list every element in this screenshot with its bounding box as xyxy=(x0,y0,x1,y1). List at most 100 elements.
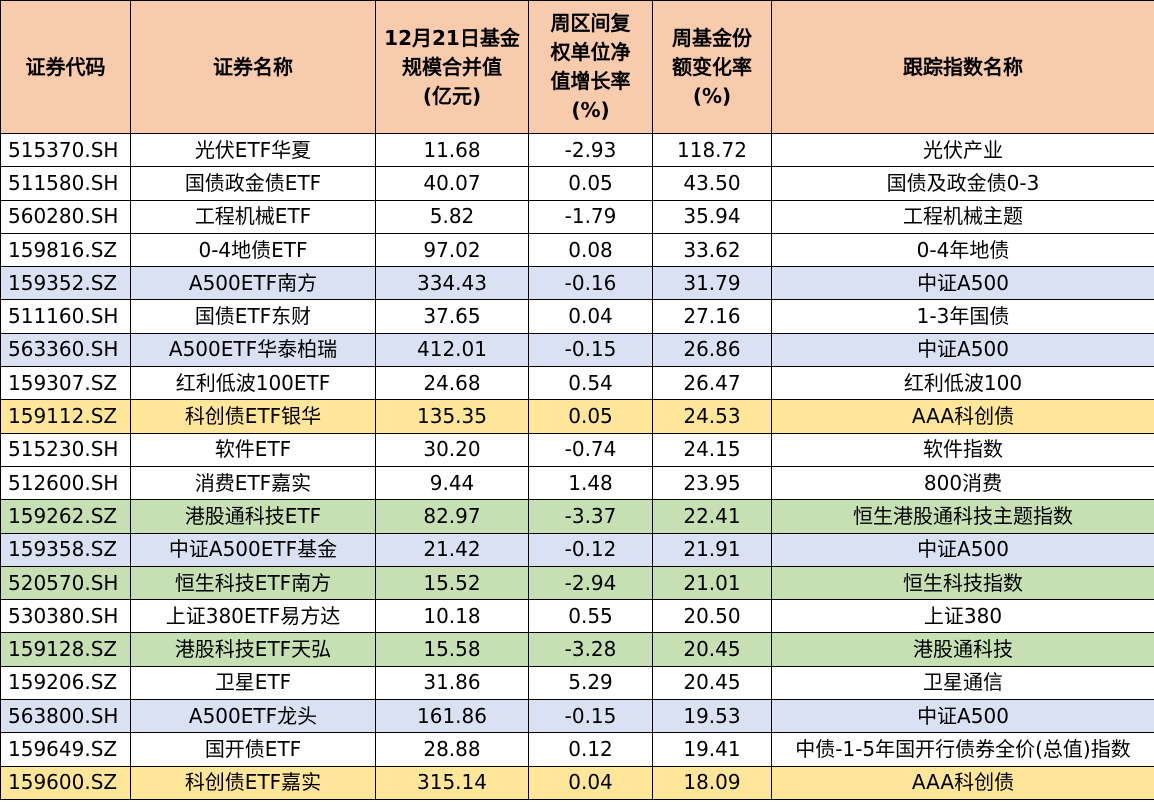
header-line: 额变化率 xyxy=(672,54,752,79)
cell-security-code: 563360.SH xyxy=(0,332,131,368)
cell-share-change: 19.53 xyxy=(652,699,772,734)
cell-share-change: 20.45 xyxy=(652,632,772,667)
cell-security-code: 159112.SZ xyxy=(0,399,131,434)
cell-nav-growth: -2.93 xyxy=(528,132,653,168)
table-row: 159128.SZ 港股科技ETF天弘 15.58 -3.28 20.45 港股通科技 xyxy=(0,632,1154,667)
cell-fund-scale: 21.42 xyxy=(375,532,529,567)
cell-fund-scale: 15.58 xyxy=(375,632,529,667)
cell-tracking-index: 软件指数 xyxy=(771,432,1154,467)
cell-tracking-index: 中证A500 xyxy=(771,699,1154,734)
cell-security-code: 560280.SH xyxy=(0,199,131,234)
cell-share-change: 22.41 xyxy=(652,499,772,534)
table-row: 159358.SZ 中证A500ETF基金 21.42 -0.12 21.91 中证A50… xyxy=(0,532,1154,567)
cell-tracking-index: 光伏产业 xyxy=(771,132,1154,168)
cell-share-change: 27.16 xyxy=(652,299,772,334)
table-row: 159262.SZ 港股通科技ETF 82.97 -3.37 22.41 恒生港股通科技主… xyxy=(0,499,1154,534)
cell-security-name: 港股科技ETF天弘 xyxy=(130,632,376,667)
cell-security-code: 159816.SZ xyxy=(0,232,131,268)
cell-security-name: 国债ETF东财 xyxy=(130,299,376,334)
header-nav-growth: 周区间复 权单位净 值增长率 (%) xyxy=(528,0,653,134)
cell-fund-scale: 5.82 xyxy=(375,199,529,234)
cell-tracking-index: 中证A500 xyxy=(771,332,1154,368)
table-row: 512600.SH 消费ETF嘉实 9.44 1.48 23.95 800消费 xyxy=(0,465,1154,501)
cell-fund-scale: 40.07 xyxy=(375,166,529,201)
cell-tracking-index: 800消费 xyxy=(771,465,1154,501)
cell-tracking-index: 1-3年国债 xyxy=(771,299,1154,334)
table-row: 515230.SH 软件ETF 30.20 -0.74 24.15 软件指数 xyxy=(0,432,1154,467)
table-row: 560280.SH 工程机械ETF 5.82 -1.79 35.94 工程机械主题 xyxy=(0,199,1154,234)
cell-security-code: 159352.SZ xyxy=(0,266,131,301)
cell-security-code: 512600.SH xyxy=(0,465,131,501)
cell-security-name: A500ETF南方 xyxy=(130,266,376,301)
cell-tracking-index: 工程机械主题 xyxy=(771,199,1154,234)
cell-fund-scale: 334.43 xyxy=(375,266,529,301)
cell-share-change: 24.53 xyxy=(652,399,772,434)
cell-fund-scale: 11.68 xyxy=(375,132,529,168)
cell-tracking-index: 恒生港股通科技主题指数 xyxy=(771,499,1154,534)
header-line: (亿元) xyxy=(422,83,482,108)
cell-nav-growth: -0.12 xyxy=(528,532,653,567)
cell-tracking-index: 红利低波100 xyxy=(771,366,1154,401)
cell-fund-scale: 9.44 xyxy=(375,465,529,501)
table-row: 520570.SH 恒生科技ETF南方 15.52 -2.94 21.01 恒生科技指数 xyxy=(0,565,1154,601)
table-row: 563360.SH A500ETF华泰柏瑞 412.01 -0.15 26.86 中证A5… xyxy=(0,332,1154,368)
cell-share-change: 31.79 xyxy=(652,266,772,301)
table-row: 159600.SZ 科创债ETF嘉实 315.14 0.04 18.09 AAA科创债 xyxy=(0,765,1154,800)
cell-nav-growth: 0.55 xyxy=(528,599,653,634)
table-row: 563800.SH A500ETF龙头 161.86 -0.15 19.53 中证A500 xyxy=(0,699,1154,734)
table-row: 159816.SZ 0-4地债ETF 97.02 0.08 33.62 0-4年地债 xyxy=(0,232,1154,268)
cell-tracking-index: 恒生科技指数 xyxy=(771,565,1154,601)
cell-security-name: 软件ETF xyxy=(130,432,376,467)
cell-security-name: 国开债ETF xyxy=(130,732,376,767)
cell-nav-growth: 0.04 xyxy=(528,299,653,334)
cell-fund-scale: 15.52 xyxy=(375,565,529,601)
table-row: 159206.SZ 卫星ETF 31.86 5.29 20.45 卫星通信 xyxy=(0,665,1154,701)
cell-security-code: 515370.SH xyxy=(0,132,131,168)
cell-share-change: 20.50 xyxy=(652,599,772,634)
cell-nav-growth: -3.28 xyxy=(528,632,653,667)
cell-share-change: 26.47 xyxy=(652,366,772,401)
cell-nav-growth: 1.48 xyxy=(528,465,653,501)
cell-fund-scale: 28.88 xyxy=(375,732,529,767)
cell-nav-growth: 0.05 xyxy=(528,166,653,201)
cell-share-change: 18.09 xyxy=(652,765,772,800)
cell-fund-scale: 82.97 xyxy=(375,499,529,534)
cell-security-code: 159600.SZ xyxy=(0,765,131,800)
cell-security-name: 0-4地债ETF xyxy=(130,232,376,268)
cell-tracking-index: 0-4年地债 xyxy=(771,232,1154,268)
cell-security-name: 红利低波100ETF xyxy=(130,366,376,401)
header-line: (%) xyxy=(571,98,610,122)
table-row: 515370.SH 光伏ETF华夏 11.68 -2.93 118.72 光伏产业 xyxy=(0,132,1154,168)
header-line: 权单位净 xyxy=(550,40,631,64)
table-row: 159649.SZ 国开债ETF 28.88 0.12 19.41 中债-1-5年国开行债… xyxy=(0,732,1154,767)
cell-security-code: 530380.SH xyxy=(0,599,131,634)
header-security-code: 证券代码 xyxy=(0,0,131,134)
cell-nav-growth: -0.16 xyxy=(528,266,653,301)
cell-security-code: 159307.SZ xyxy=(0,366,131,401)
cell-nav-growth: 0.08 xyxy=(528,232,653,268)
table-header-row: 证券代码 证券名称 12月21日基金 规模合并值 (亿元) 周区间复 权单位净 … xyxy=(0,0,1154,134)
cell-tracking-index: 港股通科技 xyxy=(771,632,1154,667)
cell-fund-scale: 37.65 xyxy=(375,299,529,334)
table-row: 511160.SH 国债ETF东财 37.65 0.04 27.16 1-3年国债 xyxy=(0,299,1154,334)
header-tracking-index: 跟踪指数名称 xyxy=(771,0,1154,134)
header-line: 规模合并值 xyxy=(402,54,502,79)
cell-tracking-index: 上证380 xyxy=(771,599,1154,634)
cell-security-name: 工程机械ETF xyxy=(130,199,376,234)
header-line: 周基金份 xyxy=(672,25,752,50)
cell-nav-growth: -0.15 xyxy=(528,699,653,734)
cell-security-code: 159358.SZ xyxy=(0,532,131,567)
cell-security-code: 563800.SH xyxy=(0,699,131,734)
cell-security-code: 159128.SZ xyxy=(0,632,131,667)
cell-nav-growth: 5.29 xyxy=(528,665,653,701)
cell-share-change: 21.01 xyxy=(652,565,772,601)
cell-security-code: 520570.SH xyxy=(0,565,131,601)
cell-fund-scale: 10.18 xyxy=(375,599,529,634)
cell-nav-growth: -1.79 xyxy=(528,199,653,234)
cell-security-code: 159206.SZ xyxy=(0,665,131,701)
cell-share-change: 118.72 xyxy=(652,132,772,168)
cell-security-name: 科创债ETF嘉实 xyxy=(130,765,376,800)
header-line: 值增长率 xyxy=(550,69,631,93)
table-row: 159352.SZ A500ETF南方 334.43 -0.16 31.79 中证A500 xyxy=(0,266,1154,301)
cell-security-code: 159649.SZ xyxy=(0,732,131,767)
